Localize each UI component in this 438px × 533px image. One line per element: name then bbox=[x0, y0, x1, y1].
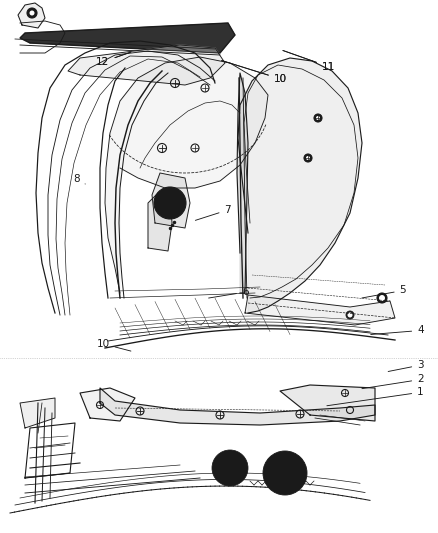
Text: 4: 4 bbox=[371, 326, 424, 335]
Circle shape bbox=[212, 450, 248, 486]
Circle shape bbox=[29, 11, 35, 15]
Text: 6: 6 bbox=[208, 287, 249, 298]
Circle shape bbox=[377, 293, 387, 303]
Circle shape bbox=[218, 456, 242, 480]
Circle shape bbox=[275, 463, 295, 483]
Circle shape bbox=[166, 199, 174, 207]
Circle shape bbox=[346, 311, 354, 319]
Polygon shape bbox=[68, 45, 225, 85]
Text: 12: 12 bbox=[96, 52, 131, 67]
Text: 1: 1 bbox=[327, 387, 424, 406]
Circle shape bbox=[347, 312, 353, 318]
Polygon shape bbox=[280, 385, 375, 421]
Text: 10: 10 bbox=[222, 61, 287, 84]
Circle shape bbox=[154, 187, 186, 219]
Text: 3: 3 bbox=[388, 360, 424, 372]
Text: 7: 7 bbox=[195, 205, 231, 220]
Circle shape bbox=[314, 114, 322, 122]
Polygon shape bbox=[152, 173, 190, 228]
Text: 5: 5 bbox=[362, 286, 406, 298]
Polygon shape bbox=[245, 295, 395, 325]
Text: 10: 10 bbox=[96, 339, 131, 351]
Polygon shape bbox=[20, 398, 55, 428]
Text: 10: 10 bbox=[222, 61, 287, 84]
Text: 11: 11 bbox=[283, 51, 335, 71]
Polygon shape bbox=[105, 57, 268, 293]
Circle shape bbox=[304, 154, 312, 162]
Circle shape bbox=[263, 451, 307, 495]
Polygon shape bbox=[237, 73, 248, 293]
Text: 12: 12 bbox=[96, 52, 131, 67]
Polygon shape bbox=[238, 58, 362, 313]
Circle shape bbox=[379, 295, 385, 301]
Circle shape bbox=[306, 156, 310, 160]
Text: 8: 8 bbox=[73, 174, 85, 184]
Circle shape bbox=[316, 116, 320, 120]
Polygon shape bbox=[148, 193, 172, 251]
Polygon shape bbox=[18, 3, 45, 28]
Polygon shape bbox=[20, 23, 235, 53]
Polygon shape bbox=[80, 388, 135, 421]
Text: 11: 11 bbox=[283, 51, 335, 71]
Polygon shape bbox=[100, 388, 375, 425]
Text: 2: 2 bbox=[362, 375, 424, 389]
Circle shape bbox=[27, 8, 37, 18]
Circle shape bbox=[160, 193, 180, 213]
Circle shape bbox=[269, 457, 301, 489]
